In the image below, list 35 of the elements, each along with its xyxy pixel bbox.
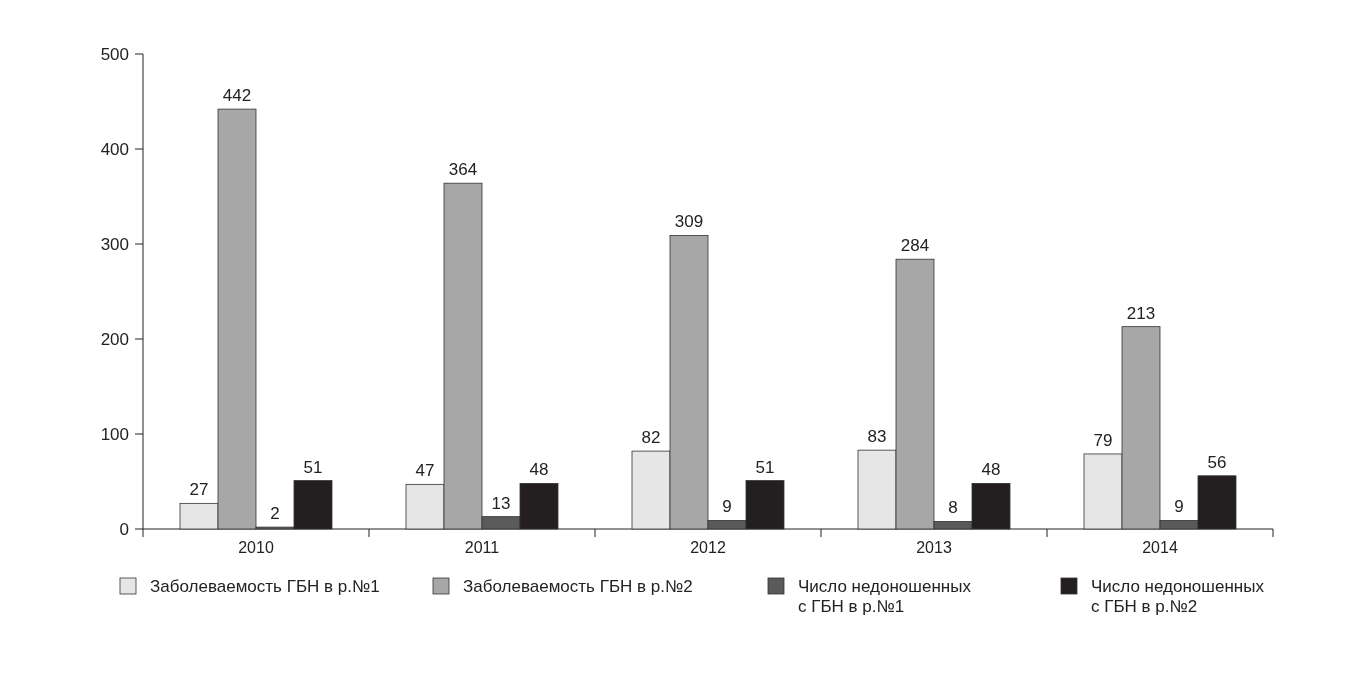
data-label: 47 — [415, 461, 435, 481]
y-tick-label: 200 — [100, 329, 129, 349]
data-label: 2 — [270, 504, 280, 524]
data-label: 51 — [755, 457, 775, 477]
data-label: 213 — [1126, 303, 1156, 323]
y-tick-label: 0 — [119, 519, 129, 539]
y-tick-label: 300 — [100, 234, 129, 254]
legend-label: Число недоношенных с ГБН в р.№2 — [1091, 576, 1265, 617]
data-label: 56 — [1207, 452, 1227, 472]
data-label: 364 — [448, 160, 478, 180]
x-tick-label: 2014 — [1142, 539, 1178, 556]
x-tick-label: 2012 — [690, 539, 726, 556]
data-label: 309 — [674, 212, 704, 232]
data-label: 284 — [900, 236, 930, 256]
data-label: 51 — [303, 457, 323, 477]
y-tick-label: 500 — [100, 44, 129, 64]
y-tick-label: 100 — [100, 424, 129, 444]
data-label: 48 — [981, 460, 1001, 480]
x-tick-label: 2010 — [238, 539, 274, 556]
data-label: 442 — [222, 86, 252, 106]
legend-label: Заболеваемость ГБН в р.№1 — [150, 576, 380, 596]
legend-label: Число недоношенных с ГБН в р.№1 — [798, 576, 972, 617]
x-tick-label: 2013 — [916, 539, 952, 556]
data-label: 27 — [189, 480, 209, 500]
data-label: 9 — [722, 497, 732, 517]
data-label: 13 — [491, 493, 511, 513]
x-tick-label: 2011 — [464, 539, 500, 556]
data-label: 82 — [641, 428, 661, 448]
data-label: 9 — [1174, 497, 1184, 517]
data-label: 48 — [529, 460, 549, 480]
y-tick-label: 400 — [100, 139, 129, 159]
data-label: 83 — [867, 427, 887, 447]
legend-label: Заболеваемость ГБН в р.№2 — [463, 576, 693, 596]
data-label: 8 — [948, 498, 958, 518]
data-label: 79 — [1093, 430, 1113, 450]
